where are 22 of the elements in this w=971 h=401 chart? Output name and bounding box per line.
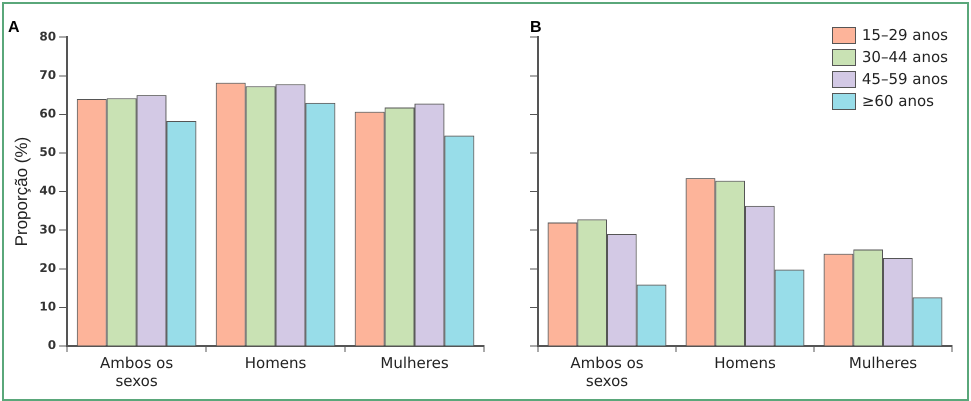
y-tick-label: 0	[48, 338, 56, 352]
y-tick-label: 40	[39, 184, 56, 198]
y-axis-title: Proporção (%)	[12, 136, 31, 246]
x-tick-label: Mulheres	[380, 354, 449, 372]
y-tick-label: 20	[39, 260, 56, 275]
x-tick-label: Ambos os sexos	[570, 354, 644, 390]
x-tick-label: Ambos os sexos	[100, 354, 174, 390]
legend-label: ≥60 anos	[862, 91, 934, 112]
legend-label: 15–29 anos	[862, 25, 948, 46]
y-tick-label: 70	[39, 68, 56, 82]
chart-title: A	[8, 19, 20, 36]
y-tick-label: 60	[39, 106, 56, 121]
y-tick-label: 10	[39, 300, 56, 314]
legend-label: 30–44 anos	[862, 47, 948, 68]
x-tick-label: Homens	[244, 354, 307, 372]
chart-title: B	[530, 19, 542, 36]
x-tick-label: Homens	[714, 354, 776, 372]
x-tick-label: Mulheres	[848, 354, 918, 372]
y-tick-label: 80	[39, 29, 56, 44]
y-tick-label: 30	[39, 222, 56, 236]
legend-label: 45–59 anos	[862, 69, 948, 90]
y-tick-label: 50	[39, 145, 56, 160]
